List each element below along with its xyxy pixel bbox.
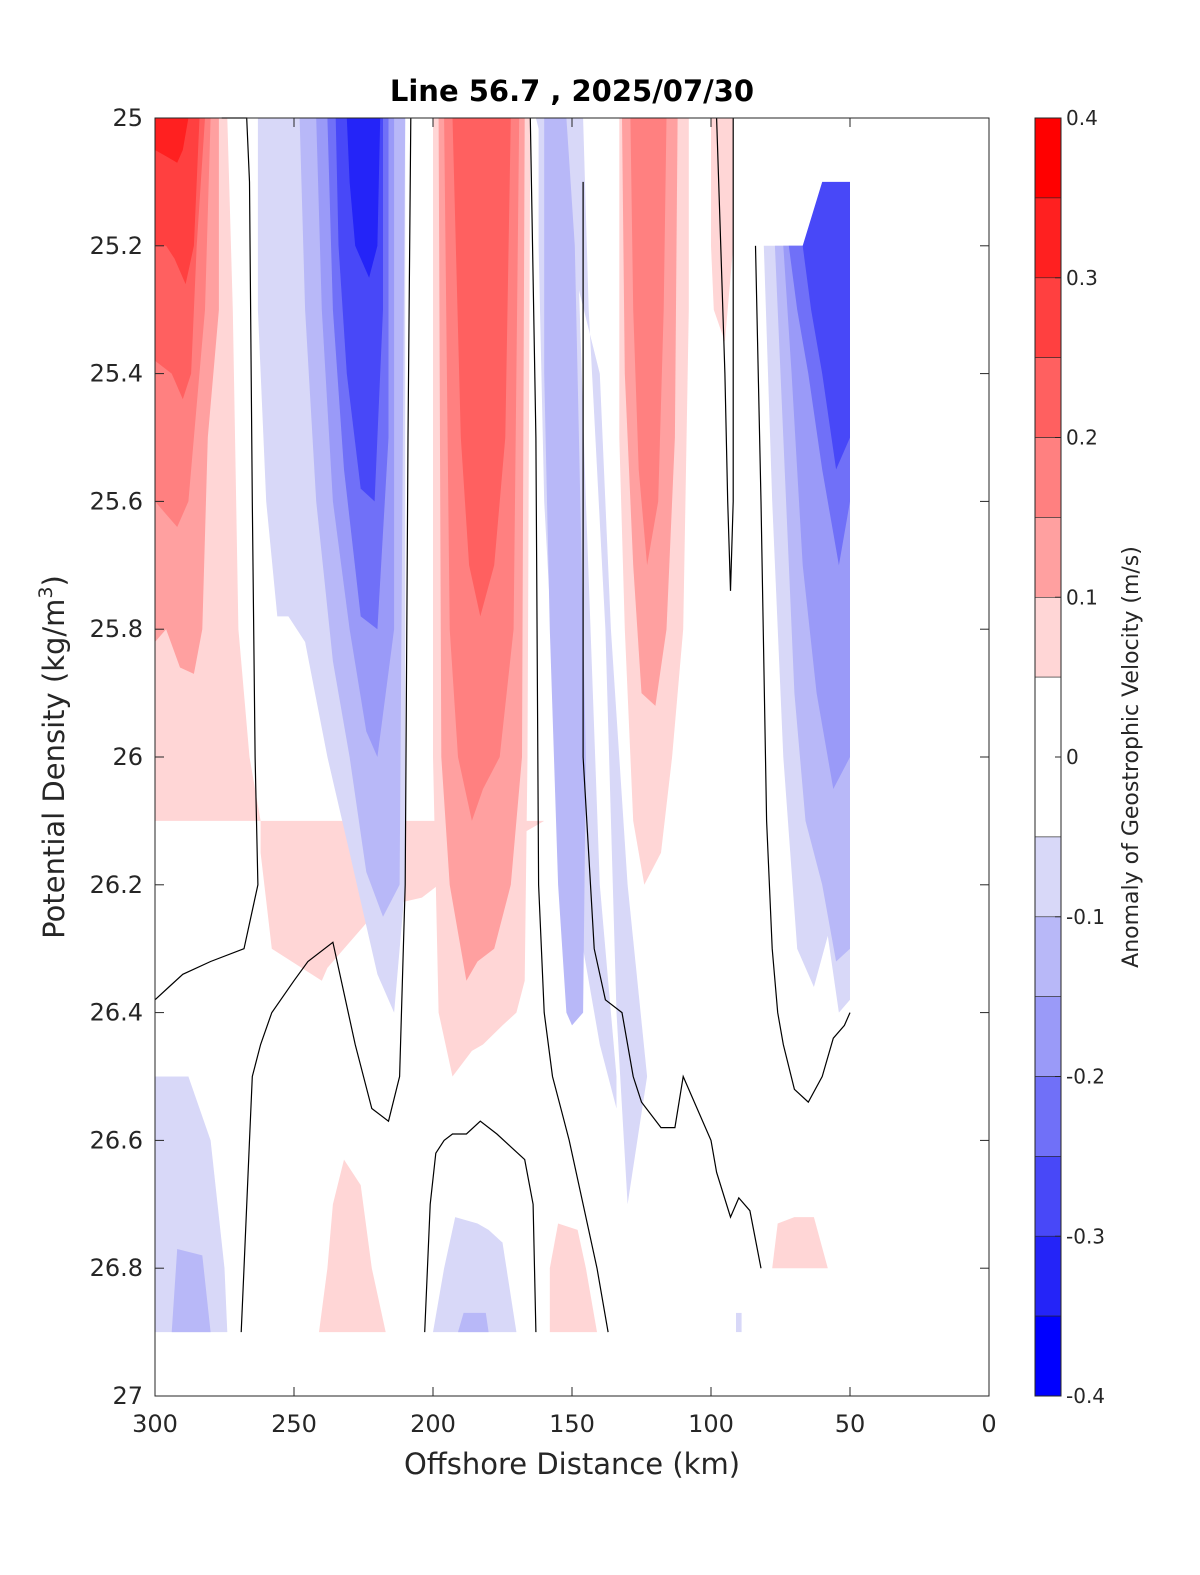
colorbar-tick-label: 0 — [1066, 745, 1079, 769]
x-tick-label: 150 — [549, 1410, 595, 1438]
colorbar-swatches — [1034, 117, 1062, 1397]
contour-fill-pos-120-3 — [630, 118, 667, 566]
contour-fill-pos-100 — [711, 118, 734, 342]
contour-fill-pos-deep-150 — [549, 1223, 597, 1333]
colorbar-swatch — [1034, 596, 1062, 678]
colorbar-swatch — [1034, 1315, 1062, 1397]
contour-fill-neg-deep-300-core — [171, 1249, 211, 1333]
colorbar-tick-label: 0.3 — [1066, 266, 1098, 290]
x-tick-label: 50 — [835, 1410, 866, 1438]
colorbar-swatch — [1034, 277, 1062, 358]
colorbar-swatch — [1034, 517, 1062, 598]
colorbar-swatch — [1034, 1156, 1062, 1237]
zero-contour-2 — [240, 117, 412, 1333]
chart-title: Line 56.7 , 2025/07/30 — [390, 74, 754, 108]
y-tick-label: 25 — [112, 104, 143, 132]
contour-fill-neg-deep-185-core — [458, 1312, 489, 1333]
colorbar-swatch — [1034, 836, 1062, 918]
zero-contour-lines — [154, 117, 851, 1333]
y-tick-label: 25.2 — [90, 232, 143, 260]
zero-contour-4 — [582, 181, 762, 1269]
x-tick-label: 200 — [410, 1410, 456, 1438]
y-tick-label: 26.6 — [90, 1126, 143, 1154]
y-axis-title-close: ) — [37, 575, 71, 586]
colorbar-ticks: 0.4 0.3 0.2 0.1 0 -0.1 -0.2 -0.3 -0.4 — [1055, 106, 1105, 1408]
y-tick-label: 26.8 — [90, 1254, 143, 1282]
colorbar-swatch — [1034, 357, 1062, 438]
colorbar-swatch — [1034, 1235, 1062, 1317]
colorbar-swatch — [1034, 996, 1062, 1077]
contour-fill-neg-150-outer — [535, 118, 648, 1205]
y-tick-label: 26.2 — [90, 871, 143, 899]
contour-fill-pos-300km — [155, 118, 850, 981]
y-axis-title: Potential Density (kg/m3) — [35, 575, 71, 939]
contour-fill-neg-mid-6 — [346, 118, 381, 278]
x-tick-label: 250 — [271, 1410, 317, 1438]
zero-contour-5 — [716, 117, 734, 591]
colorbar-swatch — [1034, 916, 1062, 997]
y-tick-label: 27 — [112, 1382, 143, 1410]
colorbar-tick-label: 0.4 — [1066, 106, 1098, 130]
contour-fill-neg-deep-185 — [433, 1217, 517, 1333]
colorbar-tick-label: 0.2 — [1066, 426, 1098, 450]
contour-fill-neg-deep-90 — [736, 1312, 742, 1333]
y-tick-label: 26.4 — [90, 999, 143, 1027]
colorbar-swatch — [1034, 437, 1062, 518]
colorbar-swatch — [1034, 117, 1062, 199]
contour-fill-neg-150-core — [544, 118, 586, 1026]
y-tick-label: 25.8 — [90, 615, 143, 643]
contour-fill-pos-deep-230 — [319, 1159, 386, 1333]
y-tick-label: 25.6 — [90, 487, 143, 515]
colorbar-tick-label: -0.3 — [1066, 1224, 1105, 1248]
contour-fill-pos-300km-peak — [155, 118, 189, 163]
zero-contour-6 — [754, 245, 851, 1104]
zero-contour-1 — [154, 117, 259, 1001]
colorbar-tick-label: -0.4 — [1066, 1384, 1105, 1408]
contour-fill-pos-center-4 — [452, 118, 511, 617]
plot-area: 300 250 200 150 100 50 0 2525.225.425.625.8262… — [90, 104, 997, 1438]
y-tick-label: 26 — [112, 743, 143, 771]
y-axis: 25 25.2 25.4 25.6 25.8 26 26.2 26.4 26.6 26.8 27 — [90, 104, 989, 1410]
zero-contour-7 — [424, 1120, 537, 1333]
x-axis: 300 250 200 150 100 50 0 — [132, 118, 997, 1438]
x-tick-label: 300 — [132, 1410, 178, 1438]
zero-contour-3 — [529, 117, 609, 1333]
colorbar-tick-label: -0.2 — [1066, 1065, 1105, 1089]
colorbar-tick-label: -0.1 — [1066, 905, 1105, 929]
y-axis-title-main: Potential Density (kg/m — [37, 599, 71, 939]
x-tick-label: 100 — [688, 1410, 734, 1438]
colorbar-tick-label: 0.1 — [1066, 585, 1098, 609]
colorbar-swatch — [1034, 197, 1062, 279]
contour-fill-pos-300km-deep — [155, 118, 200, 285]
filled-contours — [155, 118, 850, 1333]
y-tick-label: 25.4 — [90, 360, 143, 388]
contour-fill-pos-deep-70 — [772, 1217, 828, 1269]
x-tick-label: 0 — [981, 1410, 996, 1438]
y-axis-title-superscript: 3 — [35, 586, 57, 598]
x-axis-title: Offshore Distance (km) — [404, 1447, 740, 1481]
contour-fill-neg-deep-300 — [155, 1076, 228, 1333]
colorbar-title: Anomaly of Geostrophic Velocity (m/s) — [1119, 546, 1144, 968]
contour-fill-neg-east-5 — [802, 181, 850, 470]
colorbar-swatch — [1034, 1076, 1062, 1157]
colorbar: 0.4 0.3 0.2 0.1 0 -0.1 -0.2 -0.3 -0.4 Anomaly of… — [1034, 106, 1144, 1408]
